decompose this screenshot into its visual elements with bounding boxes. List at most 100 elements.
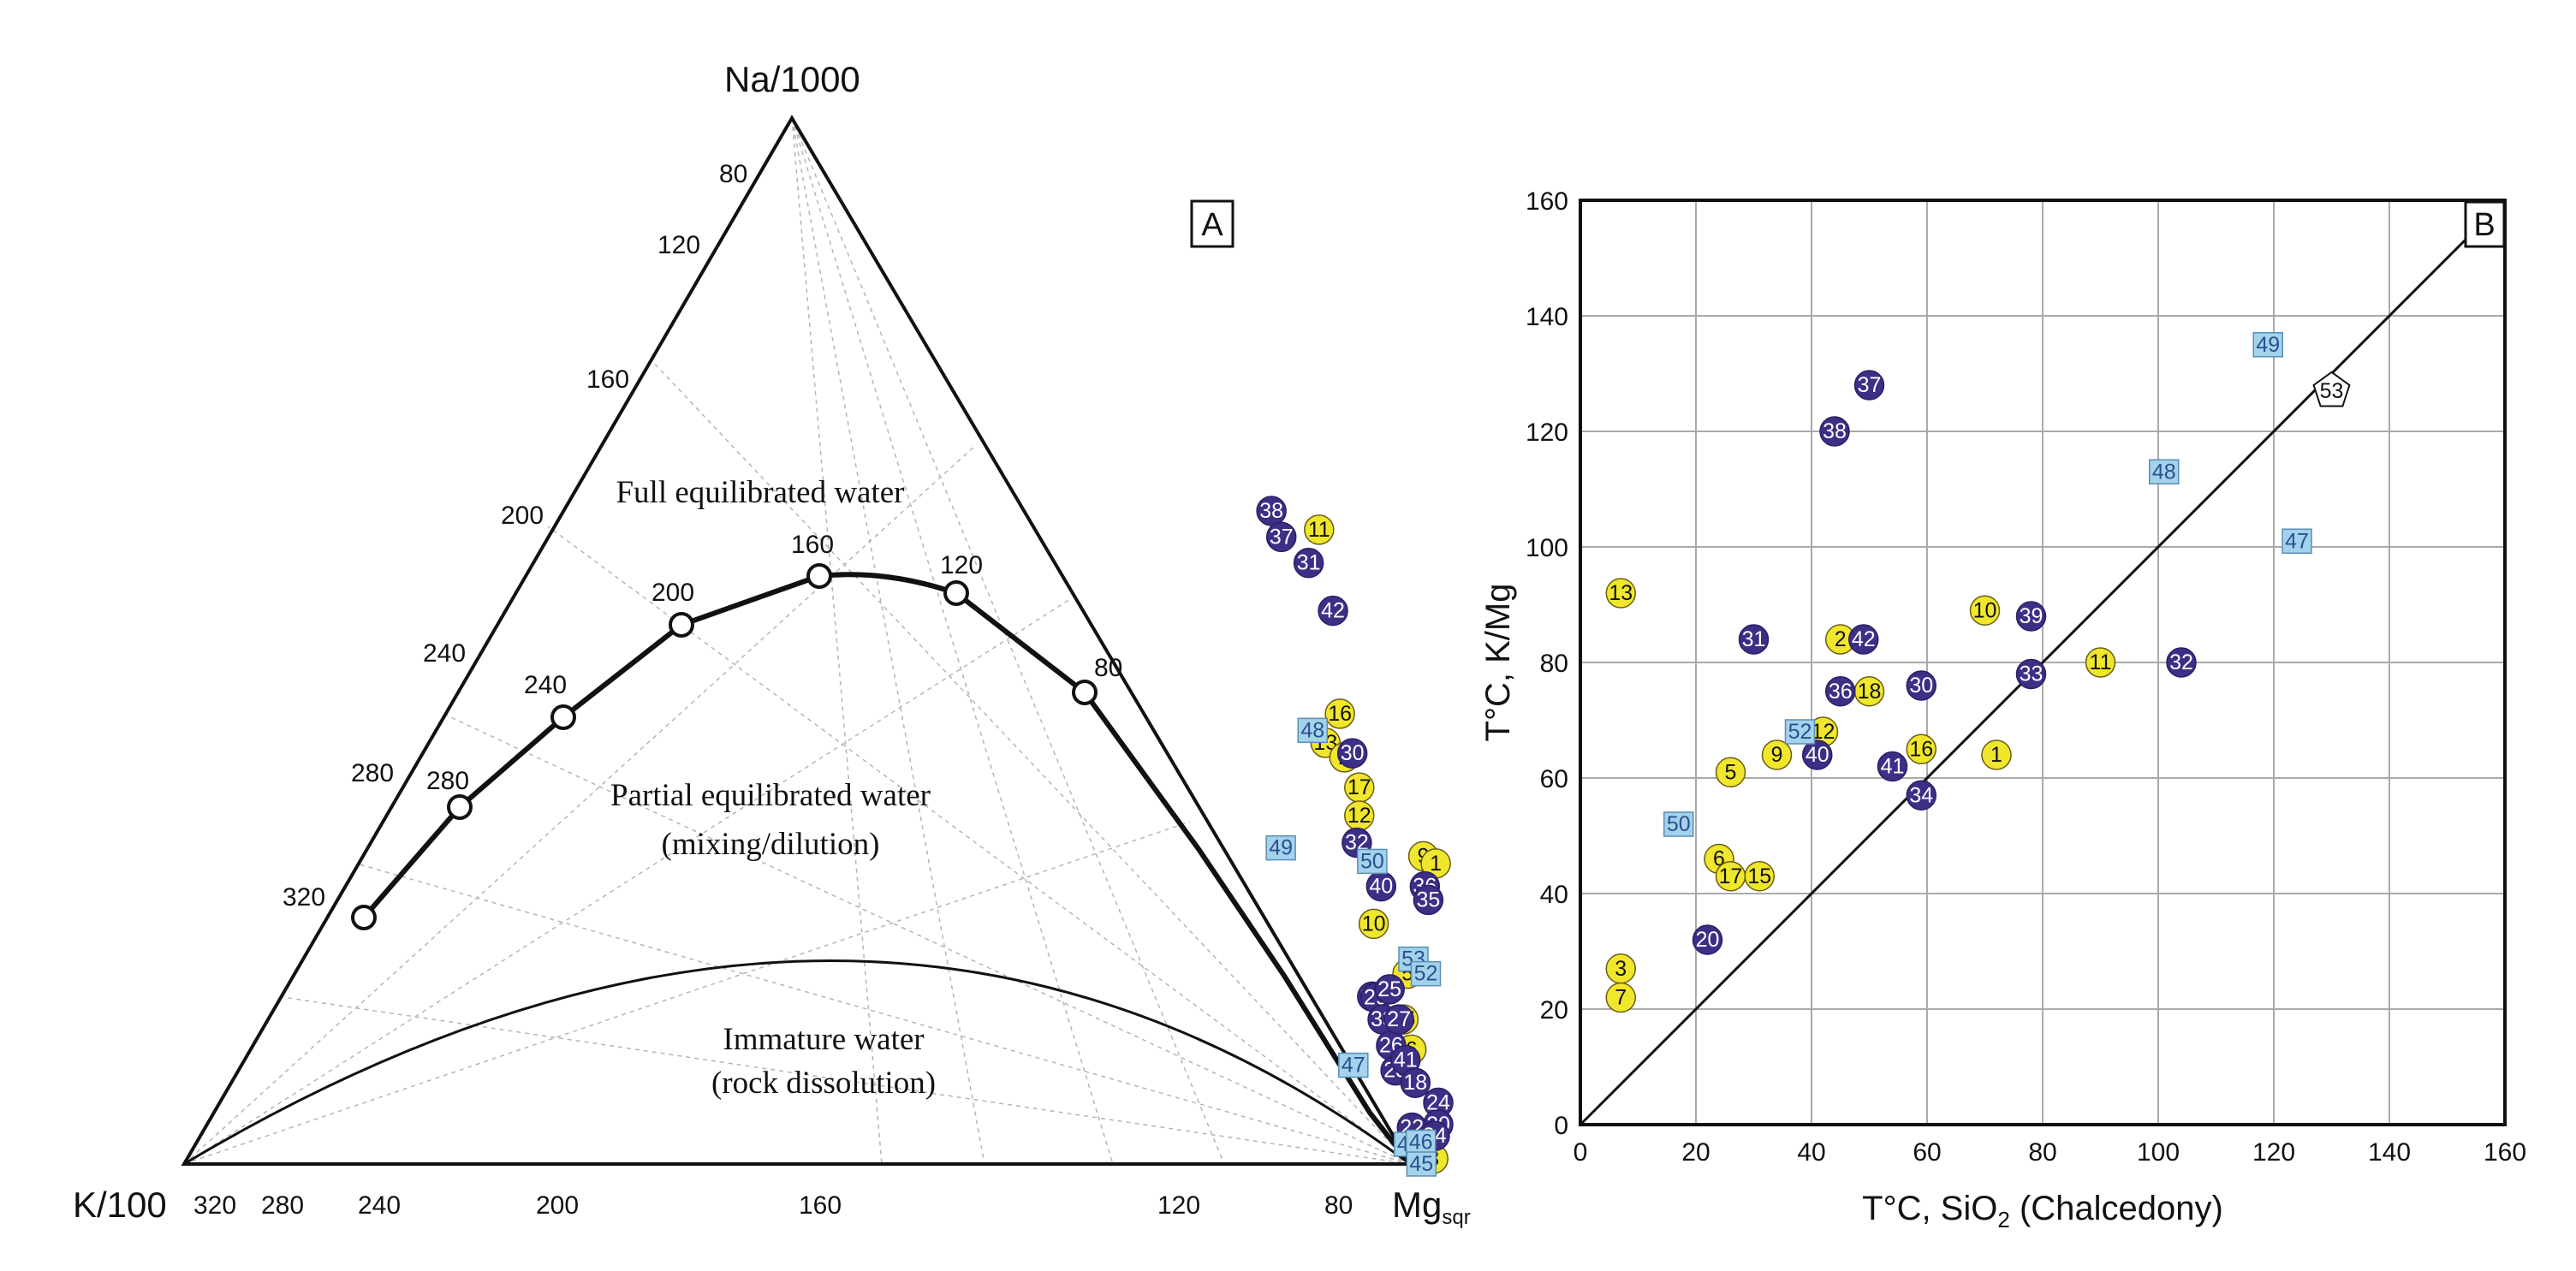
x-axis-label: T°C, SiO2 (Chalcedony): [1862, 1190, 2223, 1232]
scatter-yellow-2: 2: [1825, 624, 1856, 655]
scatter-yellow-circle-7: [1605, 982, 1636, 1013]
scatter-blue-circle-34: [1906, 780, 1936, 811]
equilibrium-curve-labels: 320 280 240 200 160 120 80: [283, 531, 1122, 912]
scatter-yellow-9: 9: [1761, 739, 1793, 770]
curve-label-280: 280: [426, 767, 469, 795]
scatter-marker-label-37: 37: [1858, 373, 1882, 397]
y-tick-label-120: 120: [1526, 419, 1568, 447]
scatter-marker-label-20: 20: [1696, 928, 1720, 952]
scatter-yellow-18: 18: [1853, 676, 1885, 707]
x-tick-label-40: 40: [1797, 1138, 1825, 1167]
ternary-blue-circle-25: [1374, 974, 1405, 1005]
ternary-blue-42: 42: [1318, 595, 1348, 627]
region-labels: Full equilibrated water Partial equilibr…: [610, 475, 936, 1101]
scatter-yellow-circle-11: [2085, 647, 2116, 678]
ternary-marker-label-17: 17: [1347, 775, 1371, 799]
panel-label-a: A: [1201, 207, 1223, 243]
vertex-label-na: Na/1000: [724, 59, 860, 99]
curve-label-200: 200: [651, 579, 694, 607]
scatter-yellow-circle-9: [1761, 739, 1793, 770]
ternary-yellow-circle-10: [1358, 908, 1389, 940]
scatter-marker-label-31: 31: [1742, 627, 1766, 651]
panel-label-box-b-frame: [2464, 200, 2506, 248]
na-axis-tick-280: 280: [351, 759, 394, 787]
scatter-marker-label-10: 10: [1973, 598, 1997, 622]
scatter-grid-lines: [1580, 200, 2505, 1125]
panel-label-box-a: A: [1190, 199, 1234, 248]
ternary-grid-line-5: [791, 117, 883, 1165]
y-tick-label-80: 80: [1540, 650, 1568, 678]
scatter-blue-41: 41: [1877, 751, 1908, 782]
ternary-blue-circle-30: [1336, 738, 1368, 769]
na-axis-tick-160: 160: [586, 365, 629, 394]
ternary-blue-38: 38: [1256, 496, 1287, 526]
scatter-blue-33: 33: [2015, 658, 2047, 690]
ternary-marker-label-47: 47: [1342, 1054, 1365, 1078]
ternary-grid-line-3: [359, 864, 1411, 1165]
scatter-blue-circle-39: [2015, 601, 2047, 632]
ternary-marker-label-52: 52: [1414, 962, 1438, 986]
ternary-yellow-11: 11: [1304, 514, 1335, 545]
equilibrium-node-160: [806, 563, 832, 589]
scatter-square-50: 50: [1663, 811, 1694, 837]
k-mg-axis-ticks: 320 280 240 200 160 120 80: [193, 1191, 1353, 1220]
scatter-marker-label-33: 33: [2020, 662, 2044, 686]
ternary-marker-label-46: 46: [1409, 1130, 1433, 1154]
curve-label-120: 120: [940, 551, 983, 579]
ternary-blue-circle-18: [1400, 1067, 1431, 1098]
base-tick-240: 240: [358, 1191, 401, 1220]
base-tick-80: 80: [1324, 1191, 1353, 1220]
ternary-blue-31: 31: [1293, 547, 1324, 579]
ternary-marker-label-48: 48: [1300, 718, 1324, 742]
ternary-marker-label-25: 25: [1377, 977, 1401, 1001]
scatter-yellow-circle-16: [1906, 733, 1936, 764]
scatter-marker-label-2: 2: [1835, 627, 1847, 651]
ternary-blue-circle-37: [1265, 521, 1297, 553]
x-tick-label-140: 140: [2368, 1138, 2411, 1167]
ternary-square-48: 48: [1297, 717, 1329, 744]
scatter-blue-34: 34: [1906, 780, 1936, 811]
panel-label-b: B: [2473, 207, 2495, 243]
scatter-square-52: [1784, 719, 1816, 745]
scatter-square-47: [2282, 528, 2312, 554]
ternary-marker-label-31: 31: [1297, 551, 1321, 575]
ternary-marker-label-38: 38: [1259, 499, 1283, 523]
scatter-marker-label-34: 34: [1909, 783, 1933, 807]
ternary-square-45: [1406, 1151, 1437, 1177]
scatter-marker-label-53: 53: [2320, 379, 2344, 403]
y-tick-label-160: 160: [1526, 187, 1568, 216]
scatter-yellow-1: 1: [1981, 739, 2012, 770]
ternary-marker-label-42: 42: [1321, 599, 1345, 623]
ternary-marker-label-35: 35: [1416, 888, 1440, 912]
curve-label-80: 80: [1094, 654, 1122, 682]
scatter-marker-label-41: 41: [1881, 755, 1905, 779]
ternary-square-47: [1338, 1052, 1369, 1078]
ternary-blue-30: 30: [1336, 738, 1368, 769]
ternary-grid-lines: [183, 117, 1411, 1165]
scatter-square-50: [1663, 811, 1694, 837]
scatter-yellow-circle-13: [1605, 578, 1636, 609]
scatter-blue-20: 20: [1692, 924, 1723, 955]
scatter-marker-label-42: 42: [1852, 627, 1876, 651]
scatter-marker-label-7: 7: [1615, 986, 1627, 1010]
equilibrium-node-280: [447, 794, 473, 820]
ternary-blue-circle-27: [1383, 1004, 1414, 1035]
scatter-square-48: [2149, 459, 2180, 484]
ternary-yellow-12: 12: [1344, 800, 1375, 831]
scatter-yellow-11: 11: [2085, 647, 2116, 678]
scatter-square-48: 48: [2149, 459, 2180, 484]
scatter-yellow-circle-1: [1981, 739, 2012, 770]
equilibrium-node-200: [669, 612, 694, 638]
na-axis-ticks: 80 120 160 200 240 280 320: [351, 160, 747, 787]
scatter-marker-label-18: 18: [1858, 680, 1882, 704]
scatter-blue-circle-40: [1802, 739, 1833, 770]
scatter-plot-panel: 0 20 40 60 80 100 120 140 1600204060801001201401…: [1479, 187, 2526, 1232]
equilibrium-node-80: [1072, 680, 1098, 705]
ternary-marker-label-27: 27: [1387, 1007, 1411, 1031]
scatter-blue-circle-20: [1692, 924, 1723, 955]
ternary-blue-18: 18: [1400, 1067, 1431, 1098]
vertex-label-mg-subscript: sqr: [1442, 1206, 1470, 1229]
ternary-data-markers: 1116132171291105156338373142303240363539…: [1256, 496, 1454, 1177]
scatter-marker-label-47: 47: [2285, 529, 2309, 553]
scatter-marker-label-1: 1: [1990, 743, 2002, 767]
